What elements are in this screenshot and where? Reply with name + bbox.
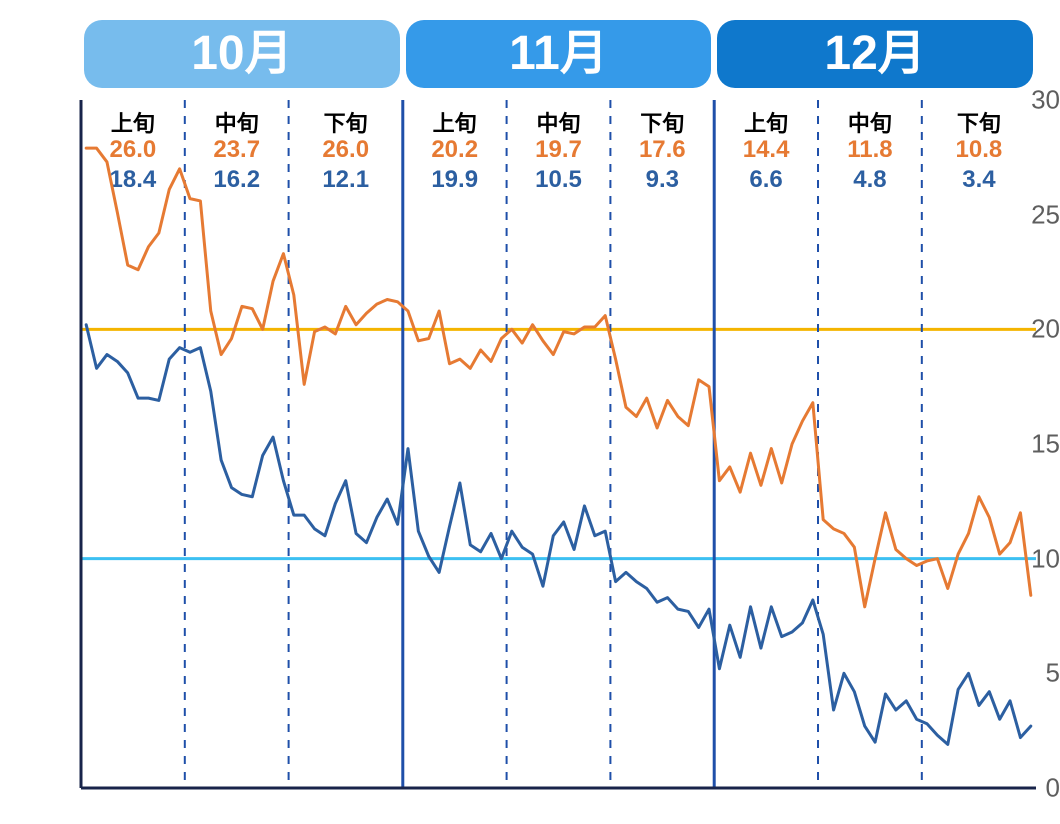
chart-svg bbox=[0, 0, 1060, 824]
temperature-chart: 051015202530 10月11月12月 上旬26.018.4中旬23.71… bbox=[0, 0, 1060, 824]
high-temperature-line bbox=[86, 148, 1031, 607]
low-temperature-line bbox=[86, 325, 1031, 745]
